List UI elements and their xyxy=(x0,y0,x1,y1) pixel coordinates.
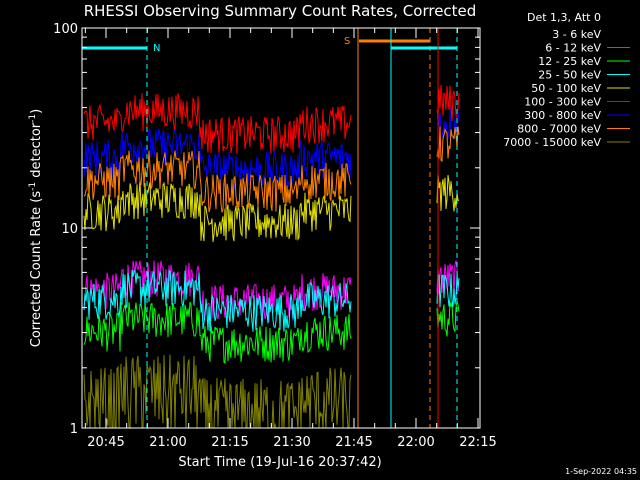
legend-label-8: 7000 - 15000 keV xyxy=(503,136,601,149)
legend-label-0: 3 - 6 keV xyxy=(552,28,601,41)
legend-label-1: 6 - 12 keV xyxy=(545,42,601,55)
x-tick-label-2: 21:15 xyxy=(211,435,248,450)
series-4 xyxy=(83,173,460,242)
y-axis-label: Corrected Count Rate (s-1 detector-1) xyxy=(28,109,44,347)
y-label-main: Corrected Count Rate (s xyxy=(29,191,44,348)
series-8 xyxy=(83,354,352,430)
series-6 xyxy=(83,107,460,190)
series-line-5-b xyxy=(436,84,460,122)
night-label: N xyxy=(153,43,160,54)
legend-label-4: 50 - 100 keV xyxy=(531,82,601,95)
timestamp: 1-Sep-2022 04:35 xyxy=(565,467,637,476)
series-line-8-a xyxy=(83,354,352,430)
legend-label-7: 800 - 7000 keV xyxy=(517,123,601,136)
axis-layer: 1 10 100 20:45 21:00 21:15 21:30 21:45 22:00 22:1… xyxy=(53,22,497,450)
y-label-sup-1: -1 xyxy=(28,182,38,191)
legend-label-6: 300 - 800 keV xyxy=(524,109,601,122)
series-line-4-b xyxy=(436,173,460,212)
overlay-layer: NS xyxy=(82,28,458,428)
series-5 xyxy=(83,84,460,155)
legend-header: Det 1,3, Att 0 xyxy=(527,11,601,24)
legend-label-5: 100 - 300 keV xyxy=(524,96,601,109)
series-line-7-b xyxy=(436,126,460,163)
series-line-3-b xyxy=(436,273,460,308)
y-label-mid: detector xyxy=(29,122,44,182)
y-label-end: ) xyxy=(29,109,44,114)
x-tick-label-6: 22:15 xyxy=(459,435,496,450)
x-axis-label: Start Time (19-Jul-16 20:37:42) xyxy=(178,455,381,470)
y-tick-label-1: 10 xyxy=(61,222,78,237)
series-line-7-a xyxy=(83,150,352,213)
legend-label-3: 25 - 50 keV xyxy=(538,69,601,82)
x-tick-label-1: 21:00 xyxy=(149,435,186,450)
series-3 xyxy=(83,269,460,332)
series-line-1-b xyxy=(436,260,460,299)
series-line-6-b xyxy=(436,107,460,140)
series-layer xyxy=(83,84,460,430)
series-line-3-a xyxy=(83,269,352,332)
series-line-5-a xyxy=(83,93,352,155)
chart-title: RHESSI Observing Summary Count Rates, Co… xyxy=(84,2,477,20)
y-tick-label-2: 100 xyxy=(53,22,78,37)
series-7 xyxy=(83,126,460,213)
x-tick-label-4: 21:45 xyxy=(335,435,372,450)
saa-label: S xyxy=(344,36,350,47)
series-line-2-b xyxy=(436,301,460,337)
series-line-2-a xyxy=(83,301,352,364)
y-tick-label-0: 1 xyxy=(70,422,78,437)
x-tick-label-5: 22:00 xyxy=(397,435,434,450)
x-tick-label-3: 21:30 xyxy=(273,435,310,450)
series-line-4-a xyxy=(83,181,352,242)
x-tick-label-0: 20:45 xyxy=(87,435,124,450)
series-line-6-a xyxy=(83,128,352,190)
legend-label-2: 12 - 25 keV xyxy=(538,55,601,68)
series-2 xyxy=(83,301,460,364)
y-label-sup-2: -1 xyxy=(28,114,38,123)
